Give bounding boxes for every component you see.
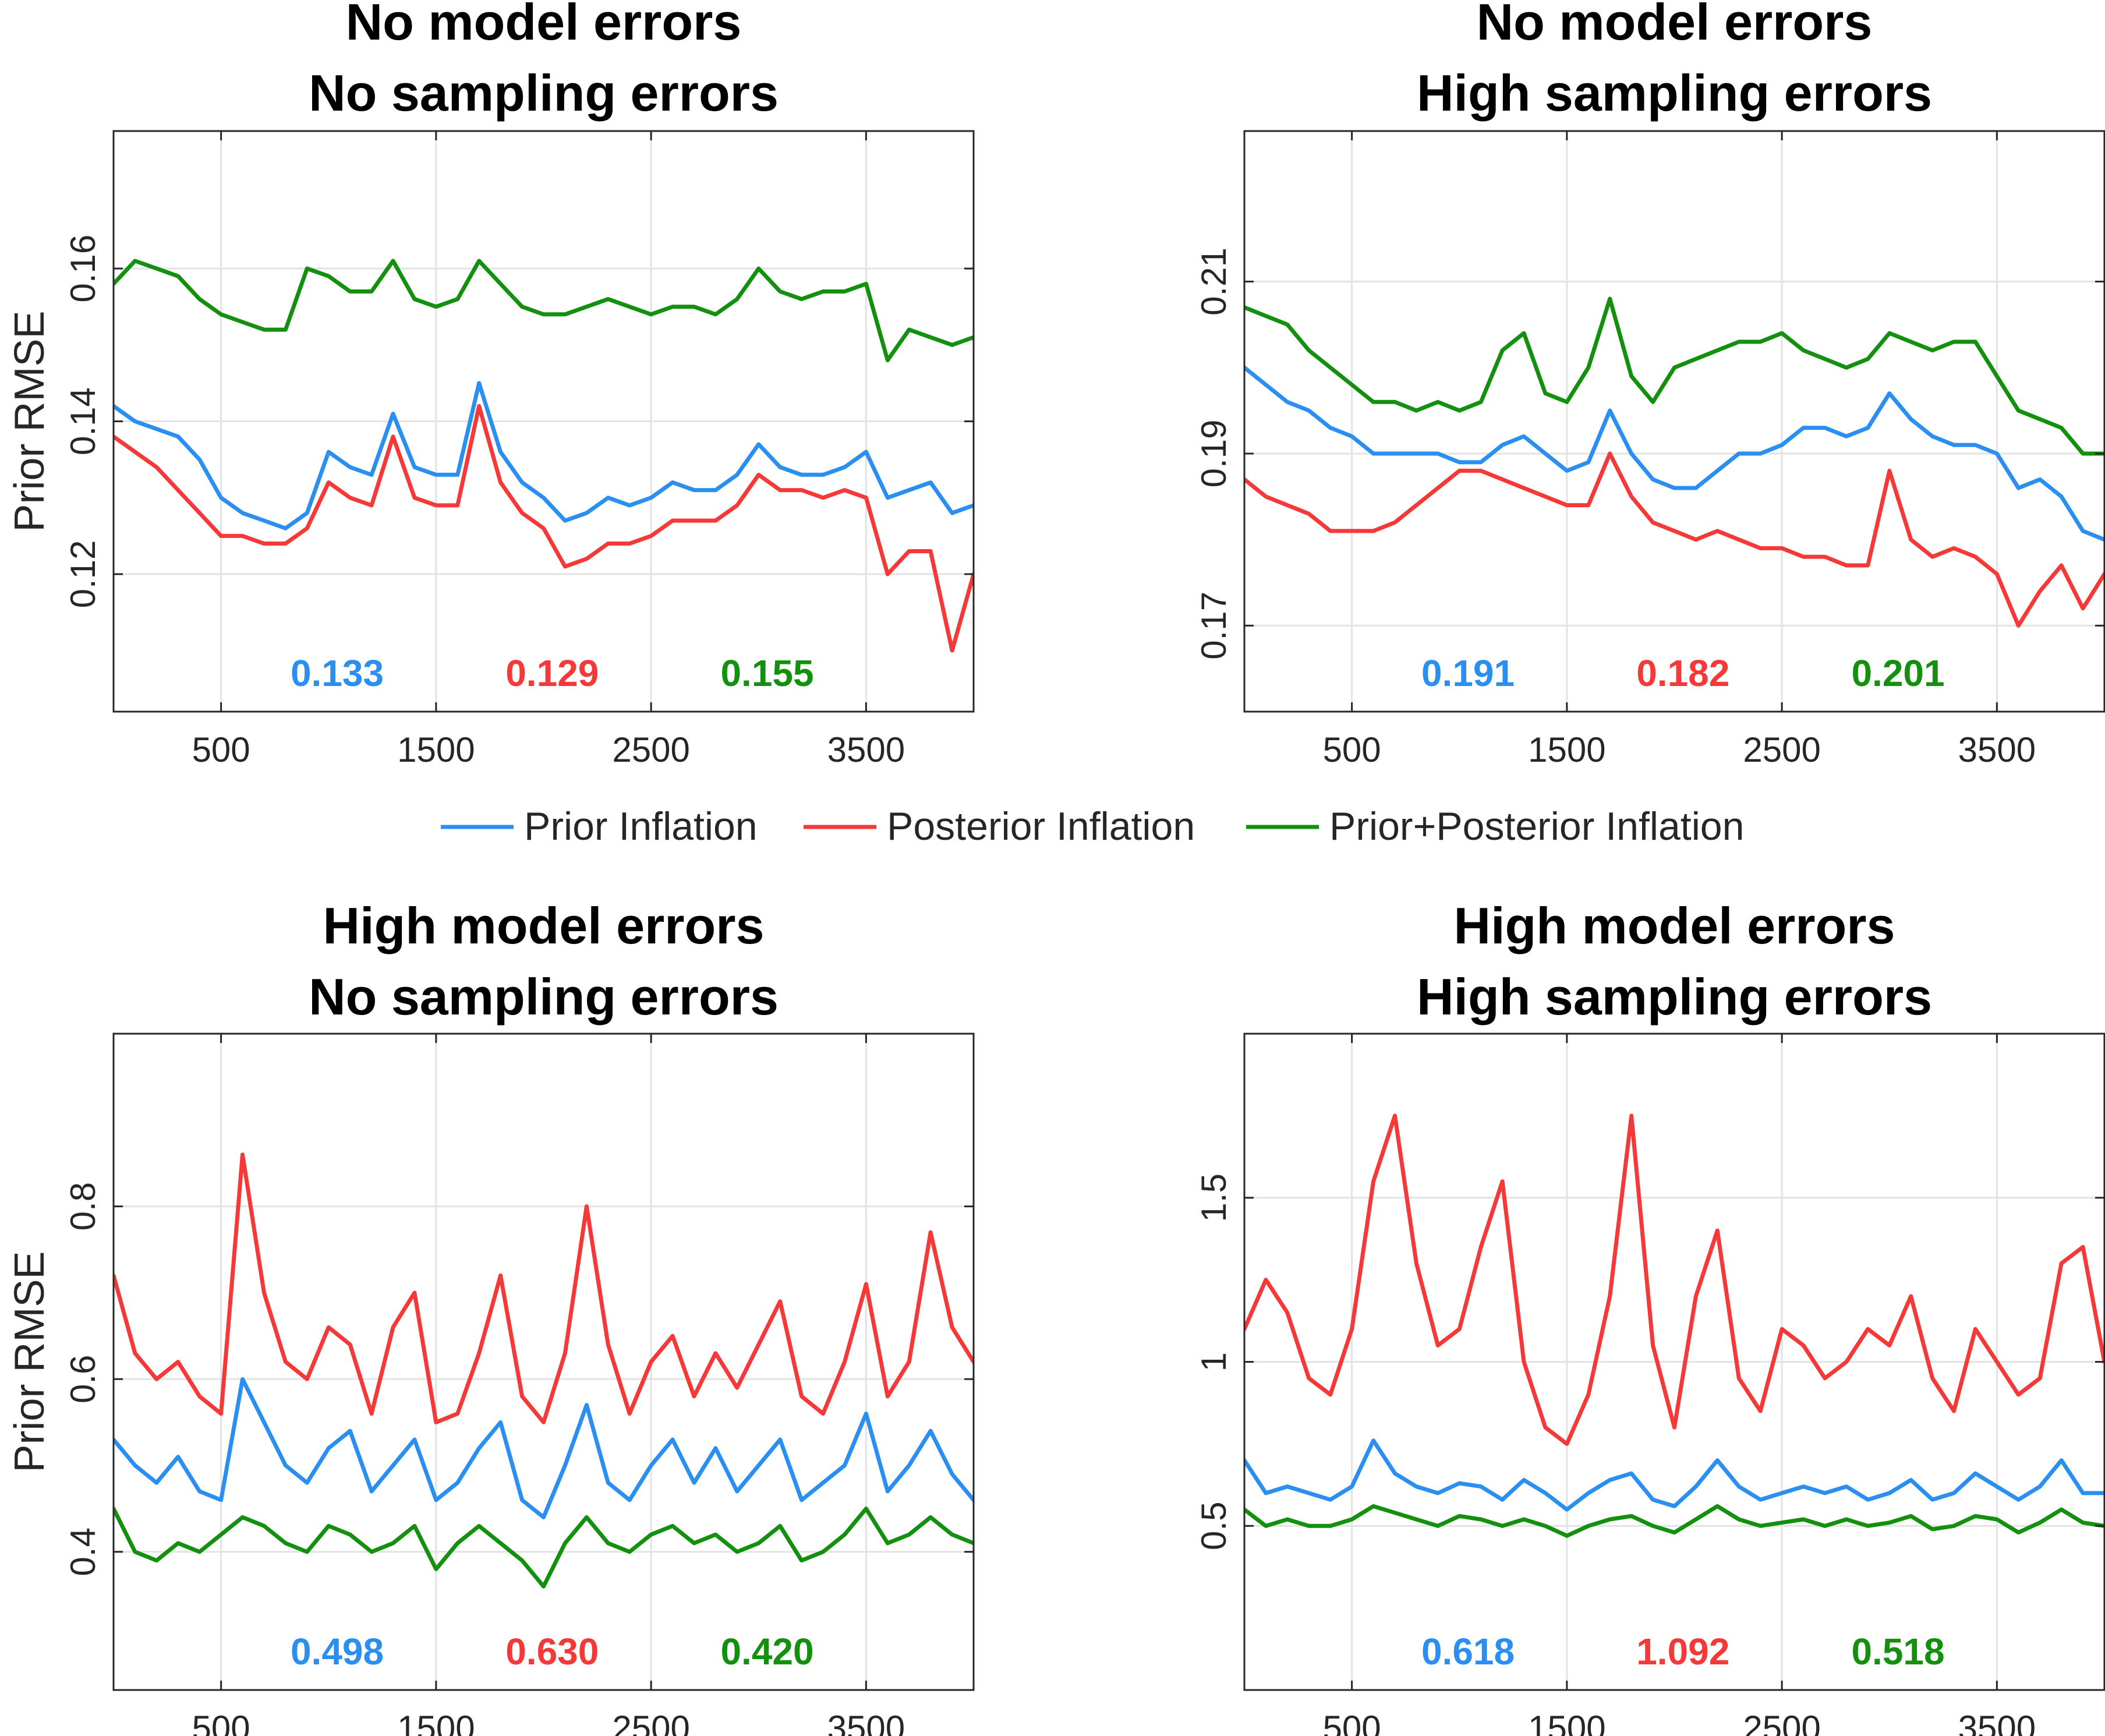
- y-tick-label: 0.12: [63, 540, 102, 608]
- series-line-posterior-inflation: [114, 404, 974, 653]
- mean-rmse-annotation: 0.155: [720, 652, 813, 694]
- x-tick-label: 500: [1323, 730, 1381, 769]
- series-line-posterior-inflation: [1244, 451, 2104, 628]
- mean-rmse-annotation: 1.092: [1636, 1631, 1729, 1673]
- x-tick-label: 3500: [827, 1709, 905, 1736]
- legend-label: Prior+Posterior Inflation: [1329, 804, 1744, 848]
- x-tick-label: 2500: [612, 730, 689, 769]
- x-tick-label: 2500: [612, 1709, 689, 1736]
- mean-rmse-annotation: 0.191: [1421, 652, 1515, 694]
- chart-panel-1: No model errors No sampling errors 500 1500…: [6, 0, 975, 769]
- plot-area: [114, 1034, 974, 1690]
- x-tick-label: 3500: [1958, 730, 2036, 769]
- x-tick-label: 2500: [1743, 730, 1820, 769]
- series-line-prior-posterior-inflation: [1244, 1504, 2104, 1538]
- y-axis-label: Prior RMSE: [6, 1251, 53, 1472]
- mean-rmse-annotation: 0.630: [505, 1631, 599, 1673]
- x-tick-label: 500: [1323, 1709, 1381, 1736]
- y-tick-label: 0.17: [1194, 592, 1233, 660]
- y-tick-label: 0.19: [1194, 419, 1233, 487]
- mean-rmse-annotation: 0.201: [1851, 652, 1944, 694]
- legend: Prior Inflation Posterior Inflation Prior+…: [441, 804, 1744, 848]
- y-tick-label: 0.14: [63, 387, 102, 455]
- x-tick-label: 1500: [1528, 730, 1605, 769]
- series-line-posterior-inflation: [114, 1152, 974, 1424]
- mean-rmse-annotation: 0.498: [291, 1631, 384, 1673]
- y-tick-label: 0.8: [63, 1182, 102, 1231]
- x-tick-label: 1500: [397, 1709, 475, 1736]
- mean-rmse-annotation: 0.182: [1636, 652, 1729, 694]
- chart-panel-3: High model errors No sampling errors 500 15…: [6, 897, 975, 1736]
- y-tick-label: 0.16: [63, 235, 102, 303]
- chart-title-line-2: High sampling errors: [1417, 64, 1932, 122]
- y-axis-label: Prior RMSE: [6, 310, 53, 532]
- legend-label: Posterior Inflation: [887, 804, 1195, 848]
- chart-title-line-1: High model errors: [323, 897, 765, 954]
- mean-rmse-annotation: 0.618: [1421, 1631, 1515, 1673]
- y-tick-label: 0.4: [63, 1528, 102, 1576]
- series-line-prior-posterior-inflation: [1244, 296, 2104, 456]
- axes-box: [112, 1033, 975, 1691]
- series-line-prior-posterior-inflation: [114, 259, 974, 363]
- x-tick-label: 3500: [827, 730, 905, 769]
- chart-title-line-1: No model errors: [1477, 0, 1873, 51]
- chart-title-line-1: No model errors: [346, 0, 742, 51]
- axes-box: [1243, 130, 2105, 713]
- y-tick-label: 1.5: [1194, 1173, 1233, 1222]
- mean-rmse-annotation: 0.133: [291, 652, 384, 694]
- y-tick-label: 0.5: [1194, 1502, 1233, 1550]
- mean-rmse-annotation: 0.129: [505, 652, 599, 694]
- x-tick-label: 1500: [1528, 1709, 1605, 1736]
- chart-title-line-1: High model errors: [1454, 897, 1895, 954]
- series-line-posterior-inflation: [1244, 1113, 2104, 1446]
- chart-panel-4: High model errors High sampling errors 500…: [1194, 897, 2105, 1736]
- series-line-prior-inflation: [114, 381, 974, 531]
- x-tick-label: 500: [192, 730, 250, 769]
- series-line-prior-inflation: [1244, 365, 2104, 542]
- y-tick-label: 1: [1194, 1352, 1233, 1371]
- chart-title-line-2: No sampling errors: [309, 968, 779, 1026]
- mean-rmse-annotation: 0.420: [720, 1631, 813, 1673]
- x-tick-label: 2500: [1743, 1709, 1820, 1736]
- mean-rmse-annotation: 0.518: [1851, 1631, 1944, 1673]
- y-tick-label: 0.6: [63, 1355, 102, 1403]
- series-line-prior-inflation: [1244, 1438, 2104, 1512]
- x-tick-label: 3500: [1958, 1709, 2036, 1736]
- y-tick-label: 0.21: [1194, 248, 1233, 316]
- x-tick-label: 500: [192, 1709, 250, 1736]
- plot-area: [1244, 131, 2104, 712]
- chart-panel-2: No model errors High sampling errors 500 15…: [1194, 0, 2105, 769]
- x-tick-label: 1500: [397, 730, 475, 769]
- legend-label: Prior Inflation: [524, 804, 758, 848]
- series-line-prior-inflation: [114, 1377, 974, 1519]
- chart-title-line-2: No sampling errors: [309, 64, 779, 122]
- series-line-prior-posterior-inflation: [114, 1507, 974, 1589]
- chart-title-line-2: High sampling errors: [1417, 968, 1932, 1026]
